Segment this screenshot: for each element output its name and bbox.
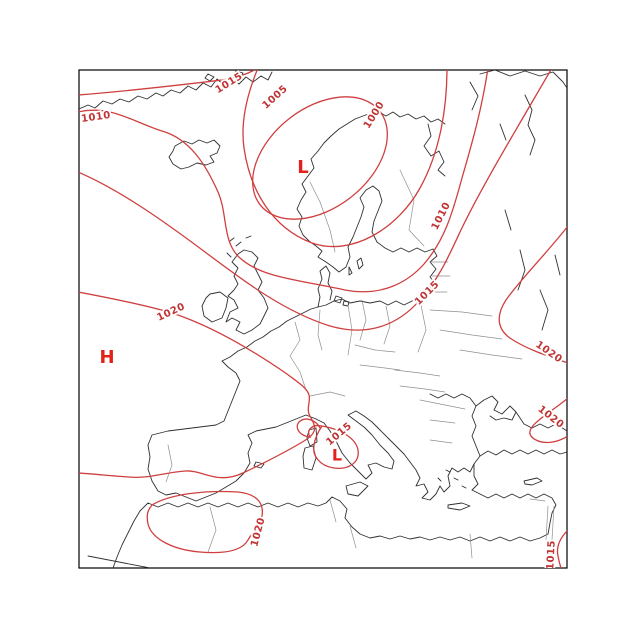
pressure-center-high-atlantic-iberia: H bbox=[99, 347, 114, 368]
coastline-gotland bbox=[348, 257, 364, 276]
isobar-1005-path bbox=[242, 70, 448, 248]
coastline-sicily bbox=[345, 481, 369, 497]
coastline-iceland bbox=[168, 139, 221, 170]
isobar-1020b-path bbox=[498, 226, 567, 364]
border-france-germany bbox=[289, 321, 307, 391]
isobars-layer bbox=[79, 70, 567, 568]
coastline-black-sea-north bbox=[429, 393, 481, 457]
coastline-ireland bbox=[201, 291, 229, 323]
isobar-label-1015: 1015 bbox=[545, 540, 558, 570]
border-norway-sweden bbox=[309, 181, 336, 253]
border-poland-centre bbox=[383, 305, 391, 345]
coastline-great-britain bbox=[225, 249, 269, 335]
coastline-italy bbox=[315, 410, 395, 480]
isobar-1020c-path bbox=[529, 397, 567, 444]
border-switzerland bbox=[309, 391, 346, 397]
coastline-arctic-russia bbox=[479, 70, 567, 89]
border-levant bbox=[529, 498, 555, 541]
border-ukraine-russia bbox=[429, 309, 523, 360]
coastline-crimea-azov bbox=[475, 395, 567, 432]
pressure-center-low-central-italy: L bbox=[332, 446, 342, 465]
isobar-1015c-path bbox=[556, 530, 567, 568]
border-spain-portugal bbox=[165, 444, 173, 483]
pressure-centers-layer: L H L bbox=[99, 157, 342, 465]
coastline-sardinia bbox=[302, 445, 317, 471]
border-finland-russia bbox=[399, 169, 425, 247]
coastline-west-europe bbox=[147, 306, 319, 502]
map-frame bbox=[78, 69, 568, 569]
isobar-1010-path bbox=[79, 70, 489, 293]
coastline-norway bbox=[296, 111, 446, 236]
coastline-aegean-islands bbox=[437, 469, 467, 489]
pressure-center-low-norwegian-sea: L bbox=[297, 157, 308, 178]
isobar-1000-path bbox=[252, 96, 388, 220]
border-greece-north bbox=[429, 439, 453, 444]
isobar-1015b-path bbox=[79, 70, 552, 331]
border-poland-west bbox=[359, 299, 367, 341]
coastline-baltic bbox=[302, 185, 434, 273]
coastline-rivers-east bbox=[504, 209, 561, 331]
isobar-1020d-path bbox=[146, 490, 264, 554]
coastline-turkey-south-levant-africa bbox=[112, 463, 557, 568]
coastline-crete bbox=[447, 502, 471, 511]
coastline-scottish-isles bbox=[226, 235, 252, 258]
isobar-1020a-path bbox=[79, 291, 316, 479]
isobar-1015a-path bbox=[79, 70, 256, 96]
coastline-turkey-north bbox=[479, 449, 567, 457]
coastline-greenland bbox=[79, 71, 273, 110]
border-poland-east bbox=[417, 299, 427, 353]
border-north-africa bbox=[207, 499, 473, 559]
coastline-balkans-greece bbox=[363, 415, 481, 501]
border-germany-west bbox=[317, 309, 323, 351]
coastline-baltic-south bbox=[317, 248, 438, 308]
coastlines-layer bbox=[79, 70, 567, 568]
coastline-west-sahara-line bbox=[87, 555, 151, 568]
country-borders-layer bbox=[165, 169, 555, 559]
border-czech-austria bbox=[354, 344, 401, 371]
coastline-cyprus bbox=[523, 477, 543, 486]
border-serbia-bulgaria bbox=[419, 399, 466, 424]
border-hungary-romania bbox=[394, 369, 446, 393]
coastline-balearics bbox=[253, 461, 265, 469]
isobar-1015d-path bbox=[296, 418, 359, 469]
